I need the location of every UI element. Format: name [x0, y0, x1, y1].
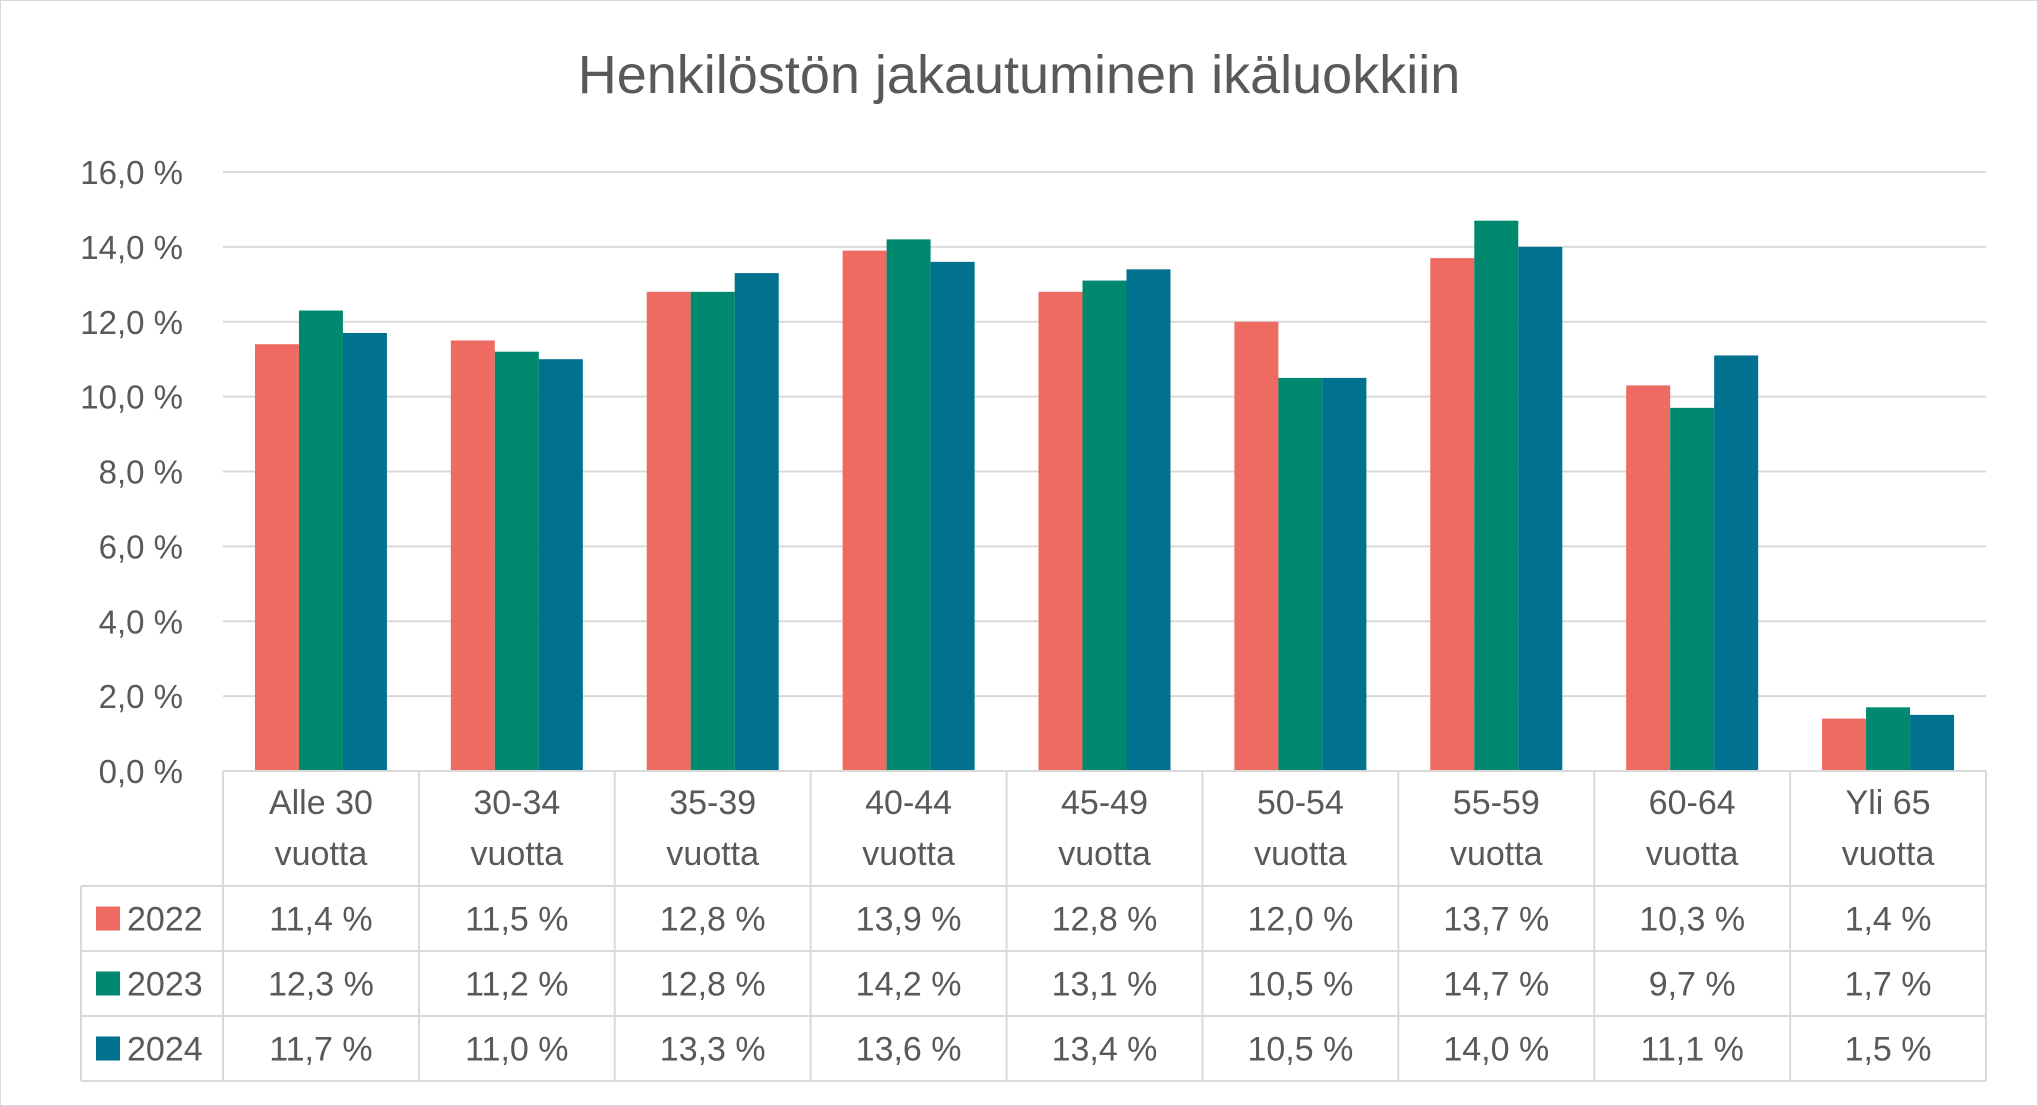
- data-label: 1,4 %: [1845, 901, 1932, 939]
- category-label: Alle 30: [269, 784, 373, 822]
- category-label: vuotta: [275, 835, 368, 873]
- data-label: 12,3 %: [268, 966, 374, 1004]
- bar-2022: [842, 250, 887, 771]
- data-label: 9,7 %: [1649, 966, 1736, 1004]
- data-label: 12,8 %: [1052, 901, 1158, 939]
- data-label: 12,8 %: [660, 966, 766, 1004]
- y-tick-label: 12,0 %: [80, 304, 183, 341]
- category-label: 60-64: [1649, 784, 1736, 822]
- category-label: vuotta: [862, 835, 955, 873]
- data-label: 10,5 %: [1247, 966, 1353, 1004]
- category-label: vuotta: [1646, 835, 1739, 873]
- data-label: 13,7 %: [1443, 901, 1549, 939]
- data-label: 11,2 %: [465, 966, 568, 1004]
- legend-key-2022: [96, 906, 120, 931]
- bar-2023: [494, 351, 539, 771]
- bar-2022: [1038, 291, 1083, 771]
- data-label: 14,0 %: [1443, 1031, 1549, 1069]
- data-label: 1,7 %: [1845, 966, 1932, 1004]
- bar-2024: [1322, 377, 1367, 771]
- bar-2022: [646, 291, 691, 771]
- data-label: 14,2 %: [856, 966, 962, 1004]
- bar-2023: [1474, 220, 1519, 771]
- category-label: vuotta: [471, 835, 564, 873]
- data-label: 13,9 %: [856, 901, 962, 939]
- category-label: vuotta: [666, 835, 759, 873]
- y-axis-tick-labels: 0,0 % 2,0 % 4,0 % 6,0 % 8,0 % 10,0 % 12,0 % 14,…: [80, 154, 183, 790]
- bar-2024: [1910, 714, 1955, 771]
- category-label: 30-34: [473, 784, 560, 822]
- bar-2023: [1866, 707, 1911, 771]
- bar-2024: [734, 273, 779, 771]
- bar-2022: [450, 340, 495, 771]
- bar-2023: [1670, 407, 1715, 771]
- bar-2022: [1626, 385, 1671, 771]
- data-table: Alle 30 vuotta 30-34 vuotta 35-39 vuotta 40-44…: [80, 770, 1987, 1082]
- data-label: 11,0 %: [465, 1031, 568, 1069]
- bar-2024: [342, 332, 387, 771]
- data-label: 11,4 %: [269, 901, 372, 939]
- bar-2024: [1518, 246, 1563, 771]
- data-label: 1,5 %: [1845, 1031, 1932, 1069]
- data-label: 13,1 %: [1052, 966, 1158, 1004]
- category-label: vuotta: [1254, 835, 1347, 873]
- bar-2024: [1714, 355, 1759, 771]
- category-label: vuotta: [1450, 835, 1543, 873]
- data-label: 13,6 %: [856, 1031, 962, 1069]
- data-label: 11,7 %: [269, 1031, 372, 1069]
- bar-2023: [690, 291, 735, 771]
- y-tick-label: 4,0 %: [99, 603, 183, 640]
- category-label: vuotta: [1842, 835, 1935, 873]
- legend-label: 2022: [127, 901, 203, 939]
- bar-2023: [1278, 377, 1323, 771]
- data-label: 11,5 %: [465, 901, 568, 939]
- category-label: 55-59: [1453, 784, 1540, 822]
- bar-2024: [930, 261, 975, 771]
- data-label: 13,4 %: [1052, 1031, 1158, 1069]
- bar-2022: [254, 344, 299, 771]
- category-label: vuotta: [1058, 835, 1151, 873]
- bar-2024: [1126, 269, 1171, 771]
- legend-key-2023: [96, 971, 120, 996]
- bar-2023: [1082, 280, 1127, 771]
- data-label: 14,7 %: [1443, 966, 1549, 1004]
- category-label: Yli 65: [1846, 784, 1931, 822]
- legend-label: 2023: [127, 966, 203, 1004]
- category-label: 45-49: [1061, 784, 1148, 822]
- y-tick-label: 14,0 %: [80, 229, 183, 266]
- bar-2022: [1822, 718, 1867, 771]
- bars: [254, 220, 1955, 771]
- data-label: 10,5 %: [1247, 1031, 1353, 1069]
- bar-2022: [1430, 258, 1475, 771]
- y-tick-label: 8,0 %: [99, 454, 183, 491]
- y-tick-label: 10,0 %: [80, 379, 183, 416]
- data-label: 11,1 %: [1641, 1031, 1744, 1069]
- bar-2023: [298, 310, 343, 771]
- y-tick-label: 2,0 %: [99, 678, 183, 715]
- category-label: 50-54: [1257, 784, 1344, 822]
- data-label: 13,3 %: [660, 1031, 766, 1069]
- bar-2024: [538, 359, 583, 771]
- y-tick-label: 16,0 %: [80, 154, 183, 191]
- data-label: 12,8 %: [660, 901, 766, 939]
- data-label: 12,0 %: [1247, 901, 1353, 939]
- bar-2022: [1234, 321, 1279, 771]
- y-tick-label: 0,0 %: [99, 753, 183, 790]
- bar-2023: [886, 239, 931, 771]
- category-label: 35-39: [669, 784, 756, 822]
- legend-label: 2024: [127, 1031, 203, 1069]
- chart-title: Henkilöstön jakautuminen ikäluokkiin: [578, 45, 1460, 105]
- legend-key-2024: [96, 1036, 120, 1061]
- y-tick-label: 6,0 %: [99, 528, 183, 565]
- category-label: 40-44: [865, 784, 952, 822]
- data-label: 10,3 %: [1639, 901, 1745, 939]
